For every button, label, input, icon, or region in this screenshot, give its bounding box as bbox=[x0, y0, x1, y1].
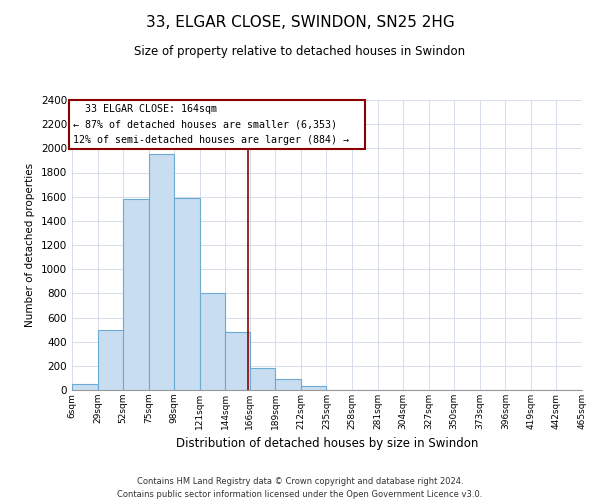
Bar bbox=[200, 292, 226, 390]
Bar bbox=[72, 384, 98, 390]
Text: Contains HM Land Registry data © Crown copyright and database right 2024.: Contains HM Land Registry data © Crown c… bbox=[137, 478, 463, 486]
Bar bbox=[275, 379, 301, 390]
Y-axis label: Number of detached properties: Number of detached properties bbox=[25, 163, 35, 327]
Bar bbox=[123, 199, 149, 390]
Text: Contains public sector information licensed under the Open Government Licence v3: Contains public sector information licen… bbox=[118, 490, 482, 499]
Bar bbox=[174, 198, 200, 390]
Text: Size of property relative to detached houses in Swindon: Size of property relative to detached ho… bbox=[134, 45, 466, 58]
Bar bbox=[149, 154, 174, 390]
Bar bbox=[98, 330, 123, 390]
Bar bbox=[301, 386, 326, 390]
Bar bbox=[226, 332, 250, 390]
Text: 33 ELGAR CLOSE: 164sqm
← 87% of detached houses are smaller (6,353)
12% of semi-: 33 ELGAR CLOSE: 164sqm ← 87% of detached… bbox=[73, 104, 361, 145]
Text: 33, ELGAR CLOSE, SWINDON, SN25 2HG: 33, ELGAR CLOSE, SWINDON, SN25 2HG bbox=[146, 15, 454, 30]
Bar bbox=[250, 368, 275, 390]
X-axis label: Distribution of detached houses by size in Swindon: Distribution of detached houses by size … bbox=[176, 438, 478, 450]
